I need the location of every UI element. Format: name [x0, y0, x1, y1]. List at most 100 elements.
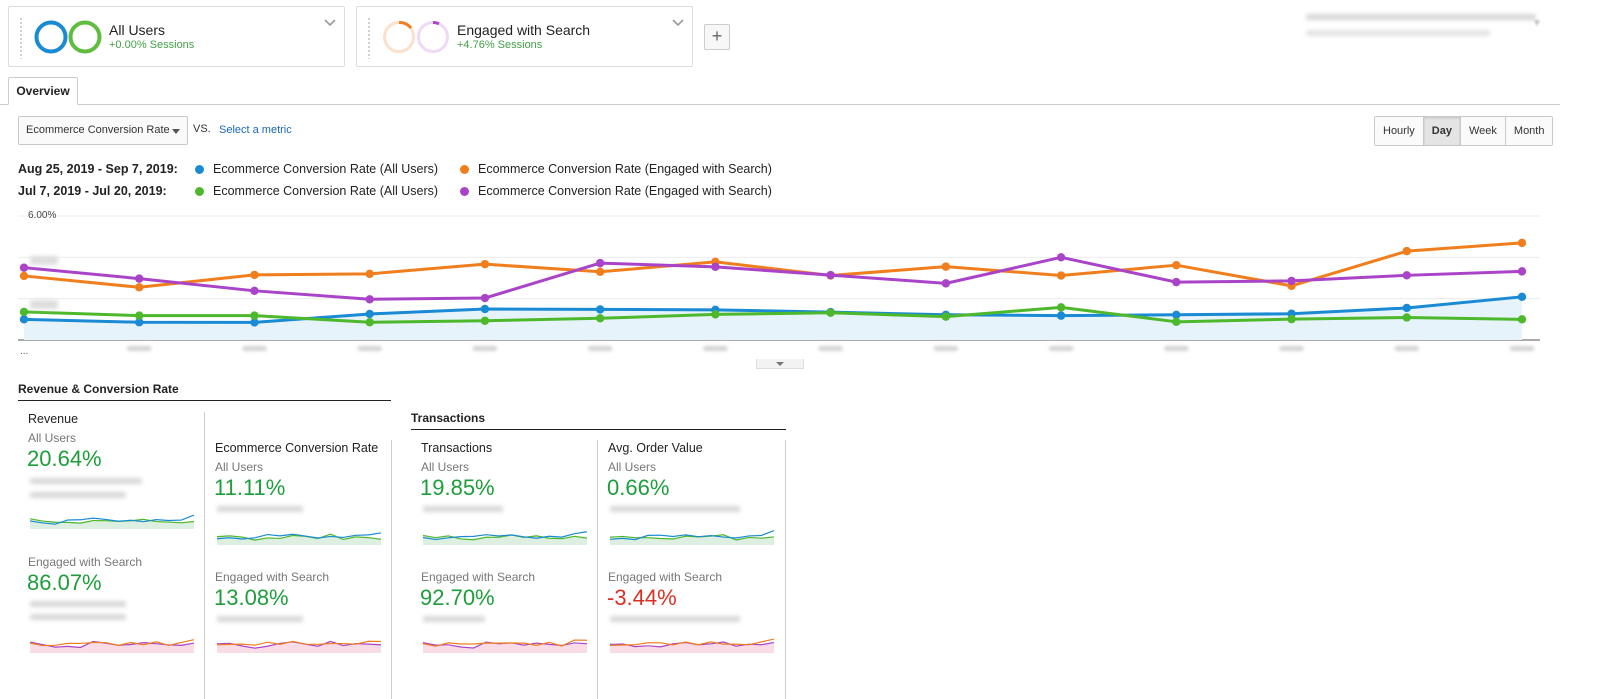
line-chart[interactable]: ...: [0, 200, 1560, 370]
sparkline-area: [217, 534, 381, 545]
series-line: [23, 255, 1523, 301]
metric-tile-revenue[interactable]: Revenue All Users 20.64% Engaged with Se…: [18, 398, 205, 698]
segment-name: All Users: [109, 22, 166, 38]
legend-item[interactable]: Ecommerce Conversion Rate (Engaged with …: [460, 184, 772, 198]
segment-sessions-change: +4.76% Sessions: [457, 39, 543, 51]
blurred-x-tick-label: [933, 346, 958, 351]
metric-select-value: Ecommerce Conversion Rate: [26, 124, 170, 136]
legend-label: Ecommerce Conversion Rate (Engaged with …: [478, 162, 772, 176]
blurred-x-tick-label: [1279, 346, 1304, 351]
data-point: [250, 286, 259, 296]
section-title-revenue-conversion: Revenue & Conversion Rate: [18, 382, 391, 401]
data-point: [1517, 292, 1527, 302]
blurred-comparison: [30, 478, 142, 484]
sparkline: [216, 640, 382, 653]
series-area: [24, 296, 1522, 340]
tile-separator: [597, 440, 598, 699]
data-point: [19, 271, 29, 281]
segment-name: Engaged with Search: [457, 22, 591, 38]
legend-label: Ecommerce Conversion Rate (Engaged with …: [478, 184, 772, 198]
legend-row: Aug 25, 2019 - Sep 7, 2019: Ecommerce Co…: [18, 162, 818, 178]
sparkline-series: [29, 514, 195, 525]
tile-change-value: 20.64%: [27, 446, 102, 471]
blurred-x-tick-label: [818, 346, 843, 351]
tile-metric-name: Ecommerce Conversion Rate: [215, 441, 379, 455]
data-point: [365, 269, 374, 279]
legend-label: Ecommerce Conversion Rate (All Users): [213, 184, 439, 198]
metric-tile-ecommerce-conversion-rate[interactable]: Ecommerce Conversion Rate All Users 11.1…: [205, 427, 392, 699]
data-point: [826, 270, 835, 280]
granularity-toggle: Hourly Day Week Month: [1374, 116, 1554, 146]
legend-item[interactable]: Ecommerce Conversion Rate (All Users): [195, 184, 438, 198]
sparkline-series: [29, 518, 195, 524]
blurred-comparison: [610, 506, 740, 512]
caret-down-icon: [172, 129, 180, 134]
tile-change-value: 92.70%: [420, 585, 495, 610]
data-point: [480, 316, 490, 325]
data-point: [365, 295, 374, 304]
sparkline-series: [216, 640, 382, 646]
blurred-comparison: [217, 616, 303, 622]
blurred-x-tick-label: [472, 346, 497, 351]
legend-dot-icon: [460, 186, 469, 196]
data-point: [1172, 310, 1181, 319]
blurred-x-tick-label: [1164, 346, 1189, 351]
sparkline-area: [30, 642, 194, 653]
metric-select[interactable]: Ecommerce Conversion Rate: [18, 116, 188, 145]
sparkline: [422, 531, 588, 545]
data-point: [1402, 313, 1411, 322]
add-segment-button[interactable]: +: [704, 24, 730, 50]
segment-card-engaged-with-search[interactable]: Engaged with Search +4.76% Sessions: [356, 6, 693, 67]
legend-dot-icon: [460, 164, 469, 174]
blurred-x-tick-label: [1394, 346, 1419, 351]
blurred-x-tick-label: [1049, 346, 1074, 351]
legend-item[interactable]: Ecommerce Conversion Rate (Engaged with …: [460, 162, 772, 176]
tile-separator: [391, 440, 392, 699]
tab-overview[interactable]: Overview: [8, 77, 78, 105]
metric-tile-avg-order-value[interactable]: Avg. Order Value All Users 0.66% Engaged…: [598, 427, 785, 699]
drag-handle-icon[interactable]: [19, 17, 23, 59]
drag-handle-icon[interactable]: [367, 17, 371, 59]
tile-segment-name: All Users: [421, 460, 470, 474]
tile-change-value: 0.66%: [607, 475, 670, 500]
blurred-x-tick-label: [703, 346, 728, 351]
data-point: [250, 311, 259, 320]
tile-metric-name: Transactions: [421, 441, 493, 455]
week-button[interactable]: Week: [1459, 117, 1505, 145]
day-button[interactable]: Day: [1422, 117, 1460, 145]
blurred-x-tick-label: [242, 346, 267, 351]
data-point: [941, 312, 951, 321]
hourly-button[interactable]: Hourly: [1375, 117, 1423, 145]
vs-label: VS.: [193, 123, 211, 135]
tile-change-value: 13.08%: [214, 585, 289, 610]
month-button[interactable]: Month: [1504, 117, 1553, 145]
data-point: [19, 315, 29, 324]
chart-expand-handle[interactable]: [756, 359, 804, 369]
data-point: [1056, 271, 1066, 280]
select-metric-link[interactable]: Select a metric: [219, 124, 292, 136]
tile-segment-name: Engaged with Search: [28, 555, 143, 569]
date-range-caret-icon[interactable]: ▼: [1532, 18, 1542, 29]
sparkline-series: [216, 532, 382, 540]
data-point: [1517, 267, 1527, 276]
chevron-down-icon[interactable]: [672, 17, 684, 29]
segment-card-all-users[interactable]: All Users +0.00% Sessions: [8, 6, 345, 67]
segment-sessions-change: +0.00% Sessions: [109, 39, 195, 51]
legend-dot-icon: [195, 186, 204, 196]
data-point: [1172, 260, 1181, 270]
data-point: [1517, 315, 1527, 324]
legend-item[interactable]: Ecommerce Conversion Rate (All Users): [195, 162, 438, 176]
tile-separator: [785, 440, 786, 699]
chevron-down-icon[interactable]: [324, 17, 336, 29]
date-range-picker[interactable]: [1306, 14, 1536, 44]
data-point: [1402, 271, 1411, 280]
metric-tile-transactions[interactable]: Transactions All Users 19.85% Engaged wi…: [411, 427, 598, 699]
legend-label: Ecommerce Conversion Rate (All Users): [213, 162, 439, 176]
data-point: [365, 309, 374, 319]
sparkline-series: [422, 534, 588, 541]
sparkline-series: [422, 639, 588, 647]
sparkline-series: [609, 529, 775, 541]
tile-segment-name: All Users: [28, 431, 77, 445]
blurred-x-tick-label: [357, 346, 382, 351]
data-point: [941, 279, 951, 288]
